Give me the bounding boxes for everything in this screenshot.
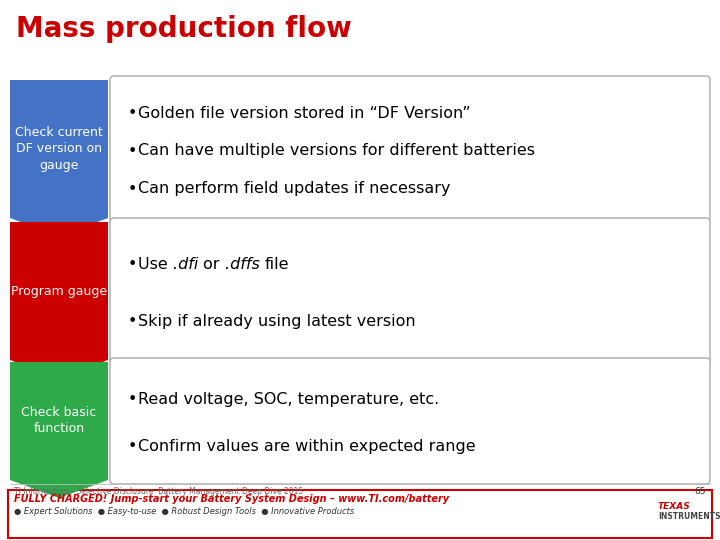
FancyBboxPatch shape <box>110 358 710 484</box>
Text: Can have multiple versions for different batteries: Can have multiple versions for different… <box>138 144 535 159</box>
Text: file: file <box>265 257 289 272</box>
Text: •: • <box>128 314 138 329</box>
Text: .dffs: .dffs <box>225 257 265 272</box>
Polygon shape <box>10 80 108 236</box>
FancyBboxPatch shape <box>110 218 710 364</box>
FancyBboxPatch shape <box>8 490 712 538</box>
Text: TEXAS: TEXAS <box>658 502 690 511</box>
Polygon shape <box>10 222 108 378</box>
Text: Confirm values are within expected range: Confirm values are within expected range <box>138 439 476 454</box>
FancyBboxPatch shape <box>110 76 710 222</box>
Text: or: or <box>203 257 225 272</box>
Text: Mass production flow: Mass production flow <box>16 15 352 43</box>
Text: Use: Use <box>138 257 173 272</box>
Text: •: • <box>128 257 138 272</box>
Text: ● Expert Solutions  ● Easy-to-use  ● Robust Design Tools  ● Innovative Products: ● Expert Solutions ● Easy-to-use ● Robus… <box>14 507 354 516</box>
Text: .dfi: .dfi <box>173 257 203 272</box>
Text: •: • <box>128 144 138 159</box>
Text: FULLY CHARGED! Jump-start your Battery System Design – www.TI.com/battery: FULLY CHARGED! Jump-start your Battery S… <box>14 494 449 504</box>
Text: Check current
DF version on
gauge: Check current DF version on gauge <box>15 126 103 172</box>
Text: TI Information – Selective Disclosure  Battery Management Deep Dive 2015: TI Information – Selective Disclosure Ba… <box>14 487 303 496</box>
Text: •: • <box>128 105 138 120</box>
Text: Check basic
function: Check basic function <box>22 407 96 435</box>
Text: Program gauge: Program gauge <box>11 285 107 298</box>
Polygon shape <box>10 362 108 498</box>
Text: INSTRUMENTS: INSTRUMENTS <box>658 512 720 521</box>
Text: Read voltage, SOC, temperature, etc.: Read voltage, SOC, temperature, etc. <box>138 392 439 407</box>
Text: •: • <box>128 181 138 197</box>
Text: Golden file version stored in “DF Version”: Golden file version stored in “DF Versio… <box>138 105 471 120</box>
Text: •: • <box>128 392 138 407</box>
Text: Skip if already using latest version: Skip if already using latest version <box>138 314 415 329</box>
Text: 65: 65 <box>695 487 706 496</box>
Text: Can perform field updates if necessary: Can perform field updates if necessary <box>138 181 451 197</box>
Text: •: • <box>128 439 138 454</box>
